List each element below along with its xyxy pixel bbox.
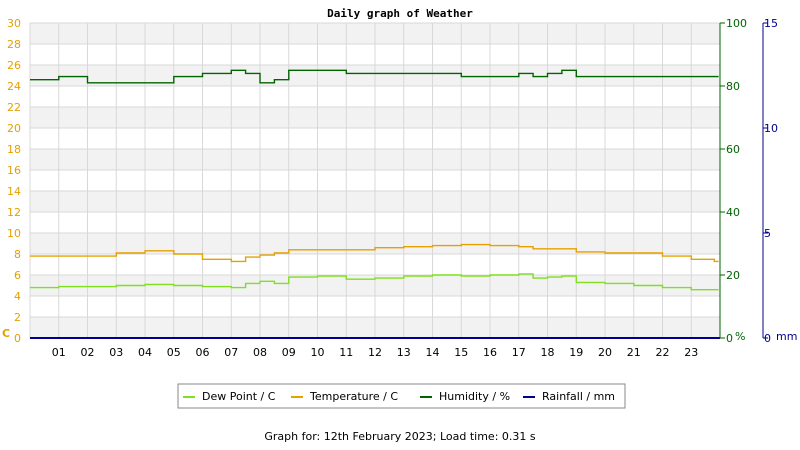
axes-layer: 01 02 03 04 05 06 07 08 09 10 11 12 13 14 15 16 17 18 19 20… bbox=[2, 17, 797, 359]
humidity-tick-label: 60 bbox=[726, 143, 740, 156]
x-tick-label: 10 bbox=[311, 346, 325, 359]
x-tick-label: 02 bbox=[81, 346, 95, 359]
graph-footer: Graph for: 12th February 2023; Load time… bbox=[264, 430, 536, 443]
x-tick-label: 18 bbox=[541, 346, 555, 359]
rainfall-tick-label: 5 bbox=[764, 227, 771, 240]
rainfall-tick-label: 15 bbox=[764, 17, 778, 30]
chart-title: Daily graph of Weather bbox=[327, 7, 473, 20]
left-tick-label: 8 bbox=[14, 248, 21, 261]
x-tick-label: 11 bbox=[339, 346, 353, 359]
x-tick-label: 20 bbox=[598, 346, 612, 359]
legend-dew-point-label: Dew Point / C bbox=[202, 390, 276, 403]
x-tick-label: 04 bbox=[138, 346, 152, 359]
x-tick-label: 01 bbox=[52, 346, 66, 359]
x-tick-label: 12 bbox=[368, 346, 382, 359]
left-tick-label: 28 bbox=[7, 38, 21, 51]
legend: Dew Point / C Temperature / C Humidity / %… bbox=[177, 383, 626, 409]
left-tick-label: 30 bbox=[7, 17, 21, 30]
left-tick-label: 18 bbox=[7, 143, 21, 156]
x-tick-label: 08 bbox=[253, 346, 267, 359]
x-tick-label: 05 bbox=[167, 346, 181, 359]
humidity-tick-label: 0 bbox=[726, 332, 733, 345]
left-tick-label: 20 bbox=[7, 122, 21, 135]
rainfall-axis-unit: mm bbox=[776, 330, 797, 343]
humidity-tick-label: 20 bbox=[726, 269, 740, 282]
rainfall-tick-label: 0 bbox=[764, 332, 771, 345]
left-tick-label: 4 bbox=[14, 290, 21, 303]
x-tick-label: 14 bbox=[426, 346, 440, 359]
humidity-axis-unit: % bbox=[735, 330, 745, 343]
left-tick-label: 6 bbox=[14, 269, 21, 282]
left-tick-label: 14 bbox=[7, 185, 21, 198]
rainfall-tick-label: 10 bbox=[764, 122, 778, 135]
legend-rainfall-label: Rainfall / mm bbox=[542, 390, 615, 403]
humidity-line bbox=[30, 69, 719, 84]
humidity-tick-label: 80 bbox=[726, 80, 740, 93]
left-tick-label: 2 bbox=[14, 311, 21, 324]
dew-point-line bbox=[30, 273, 719, 291]
left-tick-label: 12 bbox=[7, 206, 21, 219]
x-tick-label: 17 bbox=[512, 346, 526, 359]
temperature-line bbox=[30, 243, 719, 263]
humidity-tick-label: 40 bbox=[726, 206, 740, 219]
x-tick-label: 13 bbox=[397, 346, 411, 359]
left-tick-label: 16 bbox=[7, 164, 21, 177]
legend-temperature-label: Temperature / C bbox=[309, 390, 398, 403]
legend-box bbox=[177, 383, 626, 409]
x-tick-label: 16 bbox=[483, 346, 497, 359]
series-layer bbox=[30, 69, 720, 339]
x-tick-label: 23 bbox=[684, 346, 698, 359]
x-tick-label: 21 bbox=[627, 346, 641, 359]
left-tick-label: 10 bbox=[7, 227, 21, 240]
x-tick-label: 03 bbox=[109, 346, 123, 359]
left-tick-label: 22 bbox=[7, 101, 21, 114]
left-tick-label: 24 bbox=[7, 80, 21, 93]
left-axis-unit: C bbox=[2, 327, 10, 340]
x-tick-label: 09 bbox=[282, 346, 296, 359]
legend-humidity-label: Humidity / % bbox=[439, 390, 510, 403]
humidity-tick-label: 100 bbox=[726, 17, 747, 30]
left-tick-label: 26 bbox=[7, 59, 21, 72]
x-tick-label: 06 bbox=[196, 346, 210, 359]
x-tick-label: 07 bbox=[224, 346, 238, 359]
x-tick-label: 19 bbox=[569, 346, 583, 359]
x-tick-label: 22 bbox=[656, 346, 670, 359]
left-tick-label: 0 bbox=[14, 332, 21, 345]
x-tick-label: 15 bbox=[454, 346, 468, 359]
